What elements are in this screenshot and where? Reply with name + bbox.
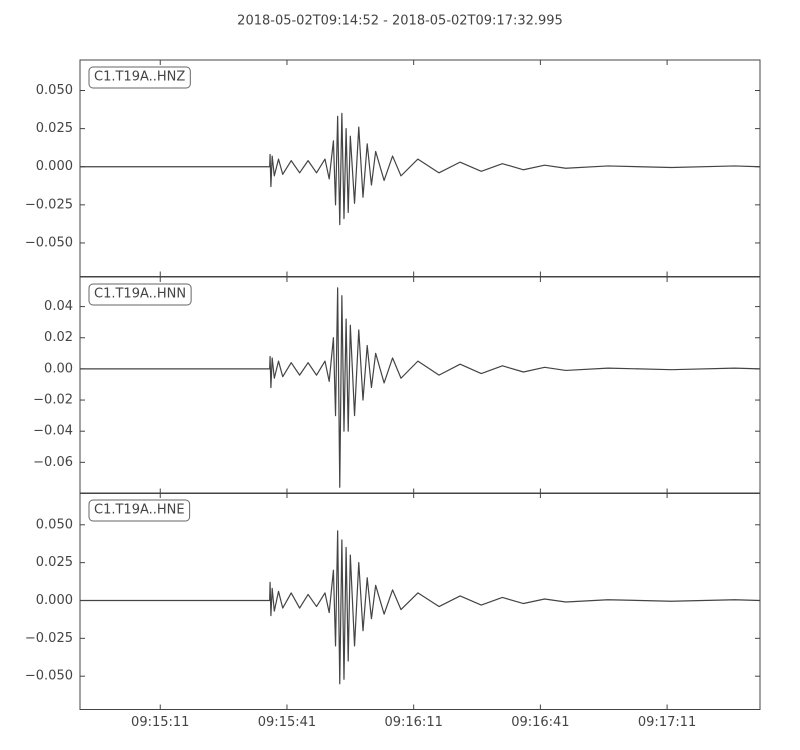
trace-label-box	[88, 499, 191, 522]
y-tick-label: 0.050	[36, 83, 73, 98]
x-tick-label: 09:16:41	[511, 715, 569, 730]
y-tick-label: −0.025	[25, 197, 73, 212]
trace-label: C1.T19A..HNN	[94, 287, 186, 302]
y-tick-label: −0.025	[25, 631, 73, 646]
waveform	[80, 287, 761, 488]
y-tick-label: 0.025	[36, 555, 73, 570]
trace-label-box	[88, 283, 192, 306]
y-tick-label: −0.06	[33, 455, 73, 470]
y-tick-label: 0.00	[44, 361, 73, 376]
panel-frame	[79, 59, 761, 277]
chart-title: 2018-05-02T09:14:52 - 2018-05-02T09:17:3…	[237, 14, 563, 29]
y-tick-label: −0.050	[25, 235, 73, 250]
x-tick-label: 09:15:11	[131, 715, 189, 730]
y-tick-label: 0.000	[36, 593, 73, 608]
y-tick-label: −0.02	[33, 393, 73, 408]
y-tick-label: 0.050	[36, 517, 73, 532]
x-tick-label: 09:17:11	[638, 715, 696, 730]
trace-label: C1.T19A..HNE	[94, 503, 185, 518]
waveform	[80, 530, 761, 685]
y-tick-label: −0.050	[25, 669, 73, 684]
y-tick-label: −0.04	[33, 424, 73, 439]
y-tick-label: 0.04	[44, 299, 73, 314]
y-tick-label: 0.000	[36, 159, 73, 174]
trace-label-box	[88, 66, 191, 89]
y-tick-label: 0.025	[36, 121, 73, 136]
panel-frame	[79, 492, 761, 710]
panel-frame	[79, 276, 761, 494]
trace-label: C1.T19A..HNZ	[94, 70, 185, 85]
x-tick-label: 09:15:41	[258, 715, 316, 730]
x-tick-label: 09:16:11	[384, 715, 442, 730]
waveform	[80, 112, 761, 226]
y-tick-label: 0.02	[44, 330, 73, 345]
